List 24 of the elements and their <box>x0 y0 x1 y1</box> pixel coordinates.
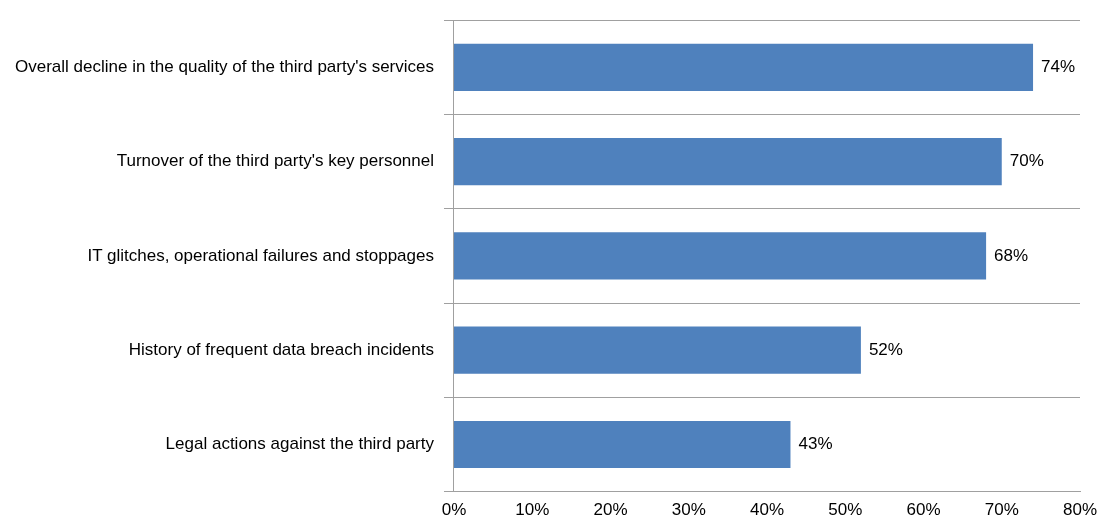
data-label: 52% <box>868 339 903 359</box>
x-tick-label: 30% <box>671 500 706 520</box>
x-tick-label: 70% <box>984 500 1019 520</box>
bar <box>454 138 1002 186</box>
y-tick-label: Overall decline in the quality of the third party's services <box>15 57 434 77</box>
x-tick-label: 50% <box>828 500 863 520</box>
data-label: 43% <box>798 434 833 454</box>
bar <box>454 326 861 374</box>
y-tick-label: Turnover of the third party's key personnel <box>116 151 434 171</box>
bar <box>454 43 1034 91</box>
x-tick-label: 20% <box>593 500 628 520</box>
x-tick-label: 40% <box>749 500 785 520</box>
bar <box>454 420 791 469</box>
data-label: 74% <box>1041 57 1076 77</box>
y-tick-label: History of frequent data breach incidents <box>128 339 434 359</box>
data-label: 68% <box>994 245 1029 265</box>
x-tick-label: 60% <box>906 500 941 520</box>
data-label: 70% <box>1009 151 1044 171</box>
bar <box>454 232 987 280</box>
x-tick-label: 80% <box>1062 500 1098 520</box>
y-tick-label: Legal actions against the third party <box>165 434 435 454</box>
x-tick-label: 10% <box>515 500 550 520</box>
x-tick-label: 0% <box>441 500 467 520</box>
y-tick-label: IT glitches, operational failures and stoppages <box>87 245 434 265</box>
